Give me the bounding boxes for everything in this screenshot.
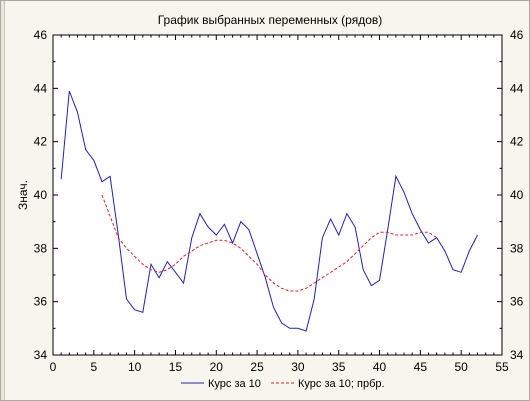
series-lines	[60, 90, 478, 332]
x-tick-label-10: 10	[128, 360, 142, 374]
series-line-kurs-prbr	[101, 194, 437, 292]
y-tick-label-left-42: 42	[34, 135, 48, 149]
y-tick-label-left-38: 38	[34, 241, 48, 255]
y-tick-label-right-34: 34	[510, 348, 524, 362]
x-tick-label-5: 5	[90, 360, 97, 374]
x-tick-label-20: 20	[210, 360, 224, 374]
plot-area	[52, 34, 503, 356]
x-tick-label-55: 55	[495, 360, 509, 374]
y-axis-label: Знач.	[16, 180, 30, 210]
y-tick-label-left-46: 46	[34, 28, 48, 42]
window-left-edge	[1, 1, 5, 400]
y-tick-label-right-44: 44	[510, 81, 524, 95]
x-tick-label-0: 0	[50, 360, 57, 374]
y-tick-label-right-40: 40	[510, 188, 524, 202]
series-line-kurs	[60, 90, 478, 332]
y-tick-label-right-36: 36	[510, 295, 524, 309]
y-tick-label-right-38: 38	[510, 241, 524, 255]
x-tick-label-35: 35	[332, 360, 346, 374]
y-tick-label-right-42: 42	[510, 135, 524, 149]
x-tick-label-50: 50	[455, 360, 469, 374]
x-tick-label-45: 45	[414, 360, 428, 374]
x-tick-label-25: 25	[250, 360, 264, 374]
chart-title: График выбранных переменных (рядов)	[158, 13, 383, 27]
chart-legend: Курс за 10 Курс за 10; прбр.	[181, 378, 385, 390]
x-tick-label-30: 30	[291, 360, 305, 374]
y-tick-label-left-44: 44	[34, 81, 48, 95]
y-tick-label-right-46: 46	[510, 28, 524, 42]
legend-label-kurs-prbr: Курс за 10; прбр.	[298, 378, 385, 390]
y-tick-label-left-36: 36	[34, 295, 48, 309]
x-tick-label-40: 40	[373, 360, 387, 374]
legend-label-kurs: Курс за 10	[208, 378, 261, 390]
y-tick-label-left-34: 34	[34, 348, 48, 362]
y-tick-label-left-40: 40	[34, 188, 48, 202]
x-tick-label-15: 15	[169, 360, 183, 374]
